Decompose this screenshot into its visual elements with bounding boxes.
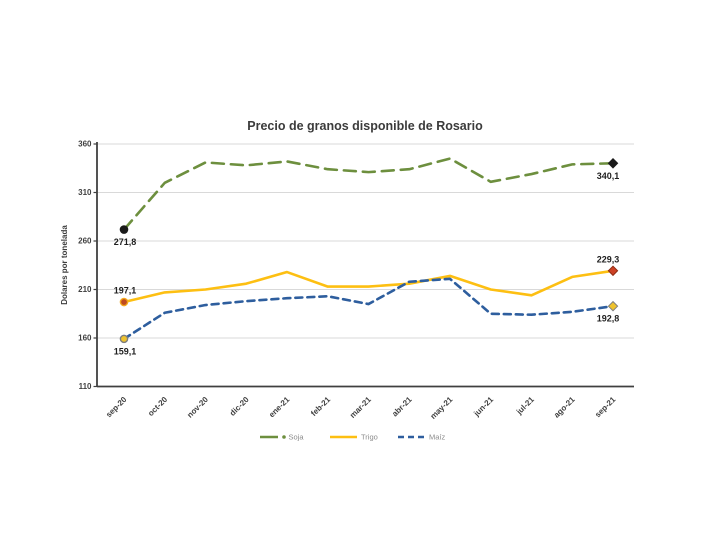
series-marker-maz-first: [119, 334, 129, 344]
x-tick-label-jun-21: jun-21: [471, 395, 495, 419]
series-layer: [119, 157, 619, 344]
legend-item-trigo: Trigo: [330, 433, 378, 442]
y-tick-label-110: 110: [79, 382, 92, 391]
legend-swatch-soja-marker-icon: [282, 435, 286, 439]
series-line-soja: [122, 157, 615, 231]
data-label-trigo-first: 197,1: [114, 286, 137, 296]
series-line-trigo: [122, 269, 615, 304]
x-tick-label-oct-20: oct-20: [146, 395, 169, 418]
data-label-soja-last: 340,1: [597, 171, 620, 181]
x-tick-label-ago-21: ago-21: [552, 395, 577, 420]
axes-layer: 360 310 260 210 160 110 sep-20 oct-20 nov-20 dic-…: [78, 140, 634, 421]
data-labels-layer: 271,8 340,1 197,1 229,3 159,1 192,8: [114, 171, 620, 357]
series-marker-trigo-first: [119, 297, 129, 307]
data-label-maz-first: 159,1: [114, 346, 137, 356]
legend: Soja Trigo Maíz: [260, 433, 446, 442]
x-tick-label-jul-21: jul-21: [514, 395, 536, 417]
y-tick-label-210: 210: [78, 285, 92, 294]
x-tick-label-sep-21: sep-21: [593, 395, 618, 420]
y-axis-title: Dolares por tonelada: [60, 225, 69, 305]
x-tick-label-ene-21: ene-21: [267, 395, 292, 420]
x-tick-label-mar-21: mar-21: [348, 395, 373, 420]
x-tick-label-dic-20: dic-20: [228, 395, 251, 418]
series-line-maz: [122, 277, 615, 341]
x-tick-label-may-21: may-21: [429, 395, 455, 421]
data-label-maz-last: 192,8: [597, 314, 620, 324]
x-tick-label-nov-20: nov-20: [185, 395, 210, 420]
x-tick-label-sep-20: sep-20: [104, 395, 129, 420]
series-marker-soja-first: [119, 225, 129, 234]
legend-label-soja: Soja: [289, 433, 305, 442]
x-tick-label-abr-21: abr-21: [390, 395, 414, 419]
y-tick-label-360: 360: [78, 140, 92, 149]
x-tick-label-feb-21: feb-21: [309, 395, 332, 418]
chart-title: Precio de granos disponible de Rosario: [247, 119, 483, 133]
data-label-trigo-last: 229,3: [597, 254, 620, 264]
legend-label-maiz: Maíz: [429, 433, 446, 442]
series-marker-maz-last: [607, 300, 619, 312]
series-marker-soja-last: [607, 157, 619, 169]
y-tick-label-260: 260: [78, 237, 92, 246]
legend-label-trigo: Trigo: [361, 433, 378, 442]
legend-item-soja: Soja: [260, 433, 304, 442]
y-tick-label-160: 160: [78, 334, 92, 343]
series-marker-trigo-last: [607, 265, 619, 277]
data-label-soja-first: 271,8: [114, 237, 137, 247]
legend-item-maiz: Maíz: [398, 433, 446, 442]
y-tick-label-310: 310: [78, 188, 92, 197]
